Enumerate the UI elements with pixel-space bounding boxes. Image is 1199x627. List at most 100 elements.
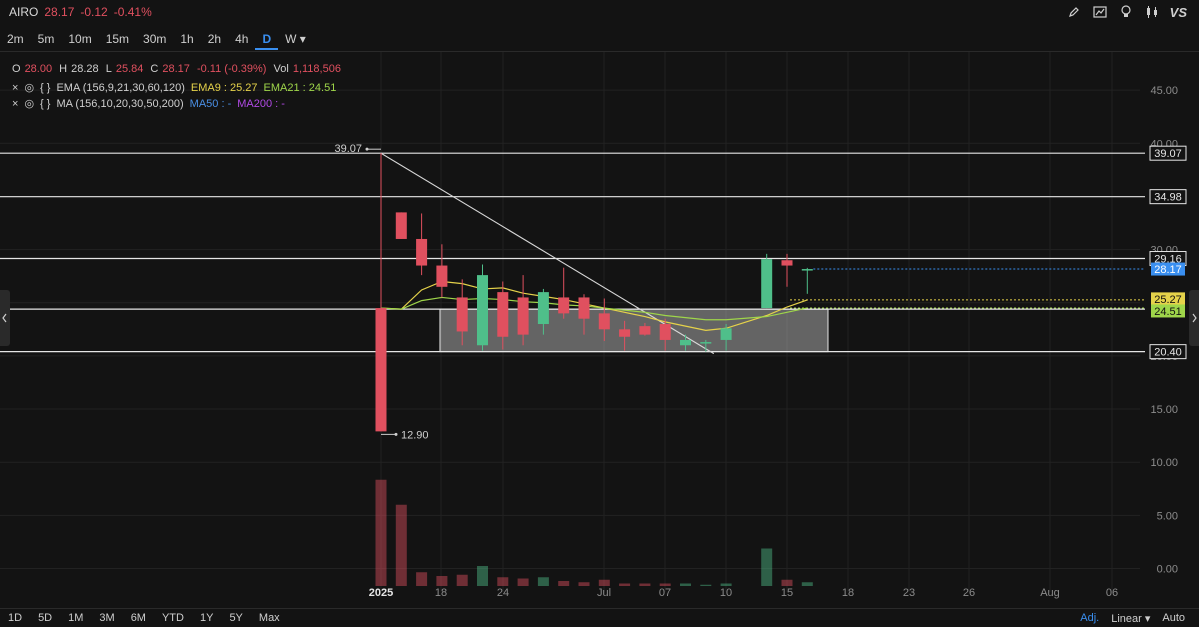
volume-bar bbox=[416, 572, 428, 586]
volume-bar bbox=[639, 583, 651, 586]
x-tick-label: 2025 bbox=[369, 587, 393, 599]
ohlc-close-label: C bbox=[150, 63, 159, 75]
range-7[interactable]: 5Y bbox=[229, 612, 243, 624]
candle-body bbox=[416, 238, 428, 266]
adjusted-toggle[interactable]: Adj. bbox=[1080, 612, 1100, 624]
candle-body bbox=[395, 212, 407, 239]
timeframe-3[interactable]: 15m bbox=[105, 32, 130, 46]
volume-bar bbox=[619, 583, 631, 586]
range-2[interactable]: 1M bbox=[68, 612, 84, 624]
right-panel-toggle[interactable] bbox=[1189, 290, 1199, 346]
ema-indicator-row: × ◎ { } EMA (156,9,21,30,60,120) EMA9 : … bbox=[12, 81, 336, 95]
volume-bar bbox=[801, 582, 813, 586]
y-tick-label: 15.00 bbox=[1150, 404, 1178, 416]
level-label: 39.07 bbox=[1154, 148, 1182, 160]
x-tick-label: 10 bbox=[720, 587, 732, 599]
x-tick-label: 18 bbox=[842, 587, 854, 599]
ticker-change: -0.12 bbox=[80, 5, 108, 19]
eye-icon[interactable]: ◎ bbox=[24, 98, 35, 110]
candle-body bbox=[598, 313, 610, 330]
volume-bar bbox=[720, 583, 732, 586]
left-panel-toggle[interactable] bbox=[0, 290, 10, 346]
candle-body bbox=[436, 265, 448, 287]
ohlc-low-label: L bbox=[105, 63, 112, 75]
volume-bar bbox=[680, 583, 691, 586]
bulb-icon[interactable] bbox=[1118, 4, 1134, 20]
candle-body bbox=[781, 260, 793, 266]
y-tick-label: 5.00 bbox=[1157, 510, 1178, 522]
close-icon[interactable]: × bbox=[12, 81, 19, 94]
ohlc-volume: 1,118,506 bbox=[292, 63, 341, 75]
timeframe-9[interactable]: W ▾ bbox=[285, 32, 306, 46]
candle-body bbox=[761, 259, 773, 309]
range-3[interactable]: 3M bbox=[99, 612, 115, 624]
scale-controls: Adj. Linear ▾ Auto bbox=[1080, 612, 1185, 625]
price-label-box bbox=[1151, 304, 1185, 318]
low-annotation: 12.90 bbox=[401, 429, 429, 441]
candle-body bbox=[558, 297, 570, 314]
vs-compare-button[interactable]: VS bbox=[1169, 4, 1187, 20]
ohlc-readout: O 28.00 H 28.28 L 25.84 C 28.17 -0.11 (-0.39… bbox=[12, 63, 345, 75]
volume-bar bbox=[659, 583, 671, 586]
level-label-box bbox=[1149, 189, 1187, 205]
candle-body bbox=[537, 292, 549, 325]
timeframe-8[interactable]: D bbox=[255, 28, 279, 50]
timeframe-bar: 2m 5m 10m 15m 30m 1h 2h 4h D W ▾ bbox=[0, 28, 313, 50]
candle-body bbox=[375, 308, 387, 432]
x-tick-label: 06 bbox=[1106, 587, 1118, 599]
volume-bar bbox=[700, 584, 712, 586]
candles-icon[interactable] bbox=[1144, 4, 1160, 20]
ticker-symbol[interactable]: AIRO bbox=[9, 5, 39, 19]
ma50-value: MA50 : - bbox=[189, 97, 232, 110]
ohlc-high-label: H bbox=[59, 63, 68, 75]
ticker-bar: AIRO 28.17 -0.12 -0.41% VS bbox=[0, 0, 1199, 24]
ohlc-low: 25.84 bbox=[115, 63, 144, 75]
timeframe-2[interactable]: 10m bbox=[68, 32, 92, 46]
candle-body bbox=[578, 297, 590, 319]
settings-braces-icon[interactable]: { } bbox=[40, 97, 51, 110]
settings-braces-icon[interactable]: { } bbox=[40, 81, 51, 94]
candle-body bbox=[619, 329, 631, 337]
candle-body bbox=[517, 297, 529, 335]
timeframe-7[interactable]: 4h bbox=[235, 32, 249, 46]
chart-icon[interactable] bbox=[1092, 4, 1108, 20]
candle-body bbox=[497, 292, 509, 337]
eye-icon[interactable]: ◎ bbox=[24, 82, 35, 94]
level-label: 29.16 bbox=[1154, 254, 1182, 266]
timeframe-1[interactable]: 5m bbox=[37, 32, 55, 46]
volume-bar bbox=[477, 566, 488, 586]
price-chart[interactable]: 45.0040.0035.0030.0025.0020.0015.0010.00… bbox=[0, 52, 1199, 608]
x-tick-label: 07 bbox=[659, 587, 671, 599]
timeframe-4[interactable]: 30m bbox=[143, 32, 167, 46]
volume-bar bbox=[598, 579, 610, 586]
price-label-box bbox=[1151, 262, 1185, 276]
range-6[interactable]: 1Y bbox=[199, 612, 214, 624]
timeframe-5[interactable]: 1h bbox=[180, 32, 194, 46]
volume-bar bbox=[781, 579, 793, 586]
range-8[interactable]: Max bbox=[258, 612, 280, 624]
scale-select[interactable]: Linear ▾ bbox=[1111, 613, 1151, 625]
x-tick-label: Jul bbox=[597, 587, 611, 599]
candle-body bbox=[700, 342, 712, 344]
close-icon[interactable]: × bbox=[12, 97, 19, 110]
volume-bar bbox=[537, 577, 549, 586]
range-1[interactable]: 5D bbox=[38, 612, 53, 624]
range-0[interactable]: 1D bbox=[8, 612, 23, 624]
timeframe-0[interactable]: 2m bbox=[7, 32, 24, 46]
timeframe-6[interactable]: 2h bbox=[207, 32, 222, 46]
level-label: 34.98 bbox=[1154, 192, 1182, 204]
range-5[interactable]: YTD bbox=[161, 612, 184, 624]
range-4[interactable]: 6M bbox=[130, 612, 146, 624]
pencil-icon[interactable] bbox=[1066, 4, 1082, 20]
volume-bar bbox=[456, 574, 468, 586]
x-tick-label: 26 bbox=[963, 587, 975, 599]
auto-scale-toggle[interactable]: Auto bbox=[1162, 612, 1185, 624]
x-tick-label: 24 bbox=[497, 587, 509, 599]
toolbar: VS bbox=[1066, 4, 1187, 20]
x-tick-label: 23 bbox=[903, 587, 915, 599]
ema9-value: EMA9 : 25.27 bbox=[190, 81, 258, 94]
ohlc-high: 28.28 bbox=[71, 63, 99, 75]
level-label-box bbox=[1149, 344, 1187, 360]
price-label: 24.51 bbox=[1154, 306, 1182, 318]
x-tick-label: 18 bbox=[435, 587, 447, 599]
